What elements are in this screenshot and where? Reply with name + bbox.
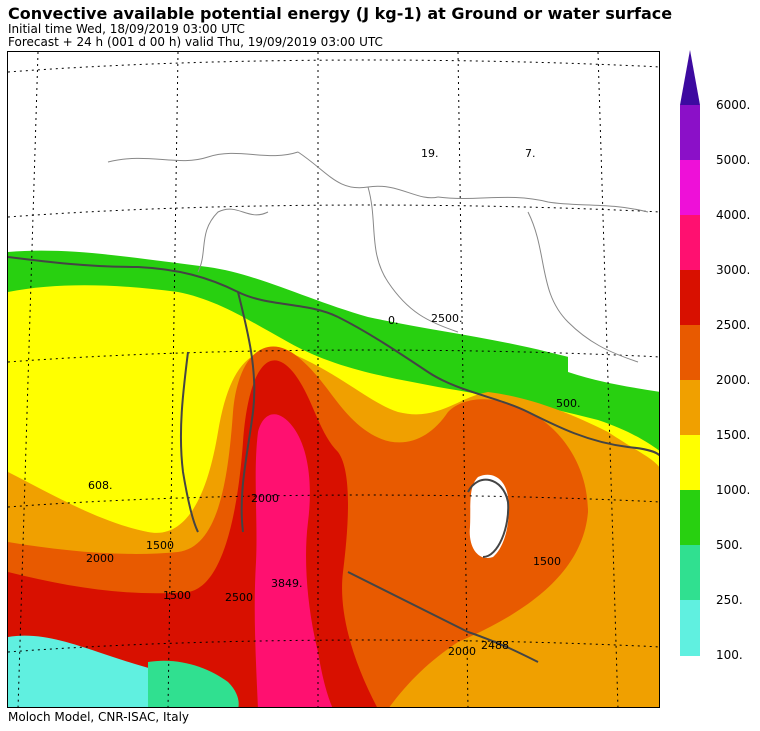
graticule bbox=[8, 52, 659, 707]
initial-time: Initial time Wed, 18/09/2019 03:00 UTC bbox=[8, 22, 245, 36]
country-borders bbox=[107, 151, 649, 363]
colorbar-swatch bbox=[680, 380, 700, 435]
cape-zone-250 bbox=[148, 660, 239, 707]
contour-label: 608. bbox=[88, 479, 113, 492]
colorbar-arrow bbox=[680, 50, 700, 105]
colorbar-label: 4000. bbox=[716, 208, 751, 222]
map-canvas: 19. 7. 0. 2500. 2000 1500 2000 1500 3849… bbox=[8, 52, 659, 707]
colorbar-label: 2000. bbox=[716, 373, 751, 387]
colorbar-swatch bbox=[680, 105, 700, 160]
colorbar-label: 250. bbox=[716, 593, 743, 607]
colorbar-label: 6000. bbox=[716, 98, 751, 112]
contour-label: 7. bbox=[525, 147, 536, 160]
contour-label: 500. bbox=[556, 397, 581, 410]
contour-label: 2500. bbox=[431, 312, 463, 325]
model-credit: Moloch Model, CNR-ISAC, Italy bbox=[8, 710, 190, 724]
contour-label: 1500 bbox=[163, 589, 191, 602]
colorbar-label: 500. bbox=[716, 538, 743, 552]
colorbar-swatch bbox=[680, 215, 700, 270]
colorbar-swatch bbox=[680, 490, 700, 545]
cape-zone-3000 bbox=[254, 414, 333, 707]
contour-label: 2488 bbox=[481, 639, 509, 652]
colorbar-label: 100. bbox=[716, 648, 743, 662]
colorbar-swatch bbox=[680, 600, 700, 656]
colorbar-swatch bbox=[680, 160, 700, 215]
contour-label: 3849. bbox=[271, 577, 303, 590]
contour-label: 0. bbox=[388, 314, 399, 327]
colorbar-swatch bbox=[680, 545, 700, 600]
colorbar-label: 2500. bbox=[716, 318, 751, 332]
contour-label: 1500 bbox=[533, 555, 561, 568]
colorbar-label: 1000. bbox=[716, 483, 751, 497]
colorbar-swatch bbox=[680, 270, 700, 325]
cape-map: 19. 7. 0. 2500. 2000 1500 2000 1500 3849… bbox=[7, 51, 660, 708]
contour-label: 2500 bbox=[225, 591, 253, 604]
cape-zone-500-north bbox=[8, 252, 208, 287]
colorbar-label: 3000. bbox=[716, 263, 751, 277]
contour-label: 2000 bbox=[86, 552, 114, 565]
land-no-cape bbox=[469, 474, 509, 558]
colorbar-swatch bbox=[680, 325, 700, 380]
colorbar-label: 5000. bbox=[716, 153, 751, 167]
colorbar-label: 1500. bbox=[716, 428, 751, 442]
contour-label: 2000 bbox=[448, 645, 476, 658]
map-title: Convective available potential energy (J… bbox=[8, 4, 673, 23]
contour-label: 2000 bbox=[251, 492, 279, 505]
contour-label: 19. bbox=[421, 147, 439, 160]
colorbar bbox=[680, 50, 700, 656]
colorbar-swatch bbox=[680, 435, 700, 490]
forecast-validity: Forecast + 24 h (001 d 00 h) valid Thu, … bbox=[8, 35, 383, 49]
coastlines bbox=[8, 256, 659, 663]
contour-label: 1500 bbox=[146, 539, 174, 552]
